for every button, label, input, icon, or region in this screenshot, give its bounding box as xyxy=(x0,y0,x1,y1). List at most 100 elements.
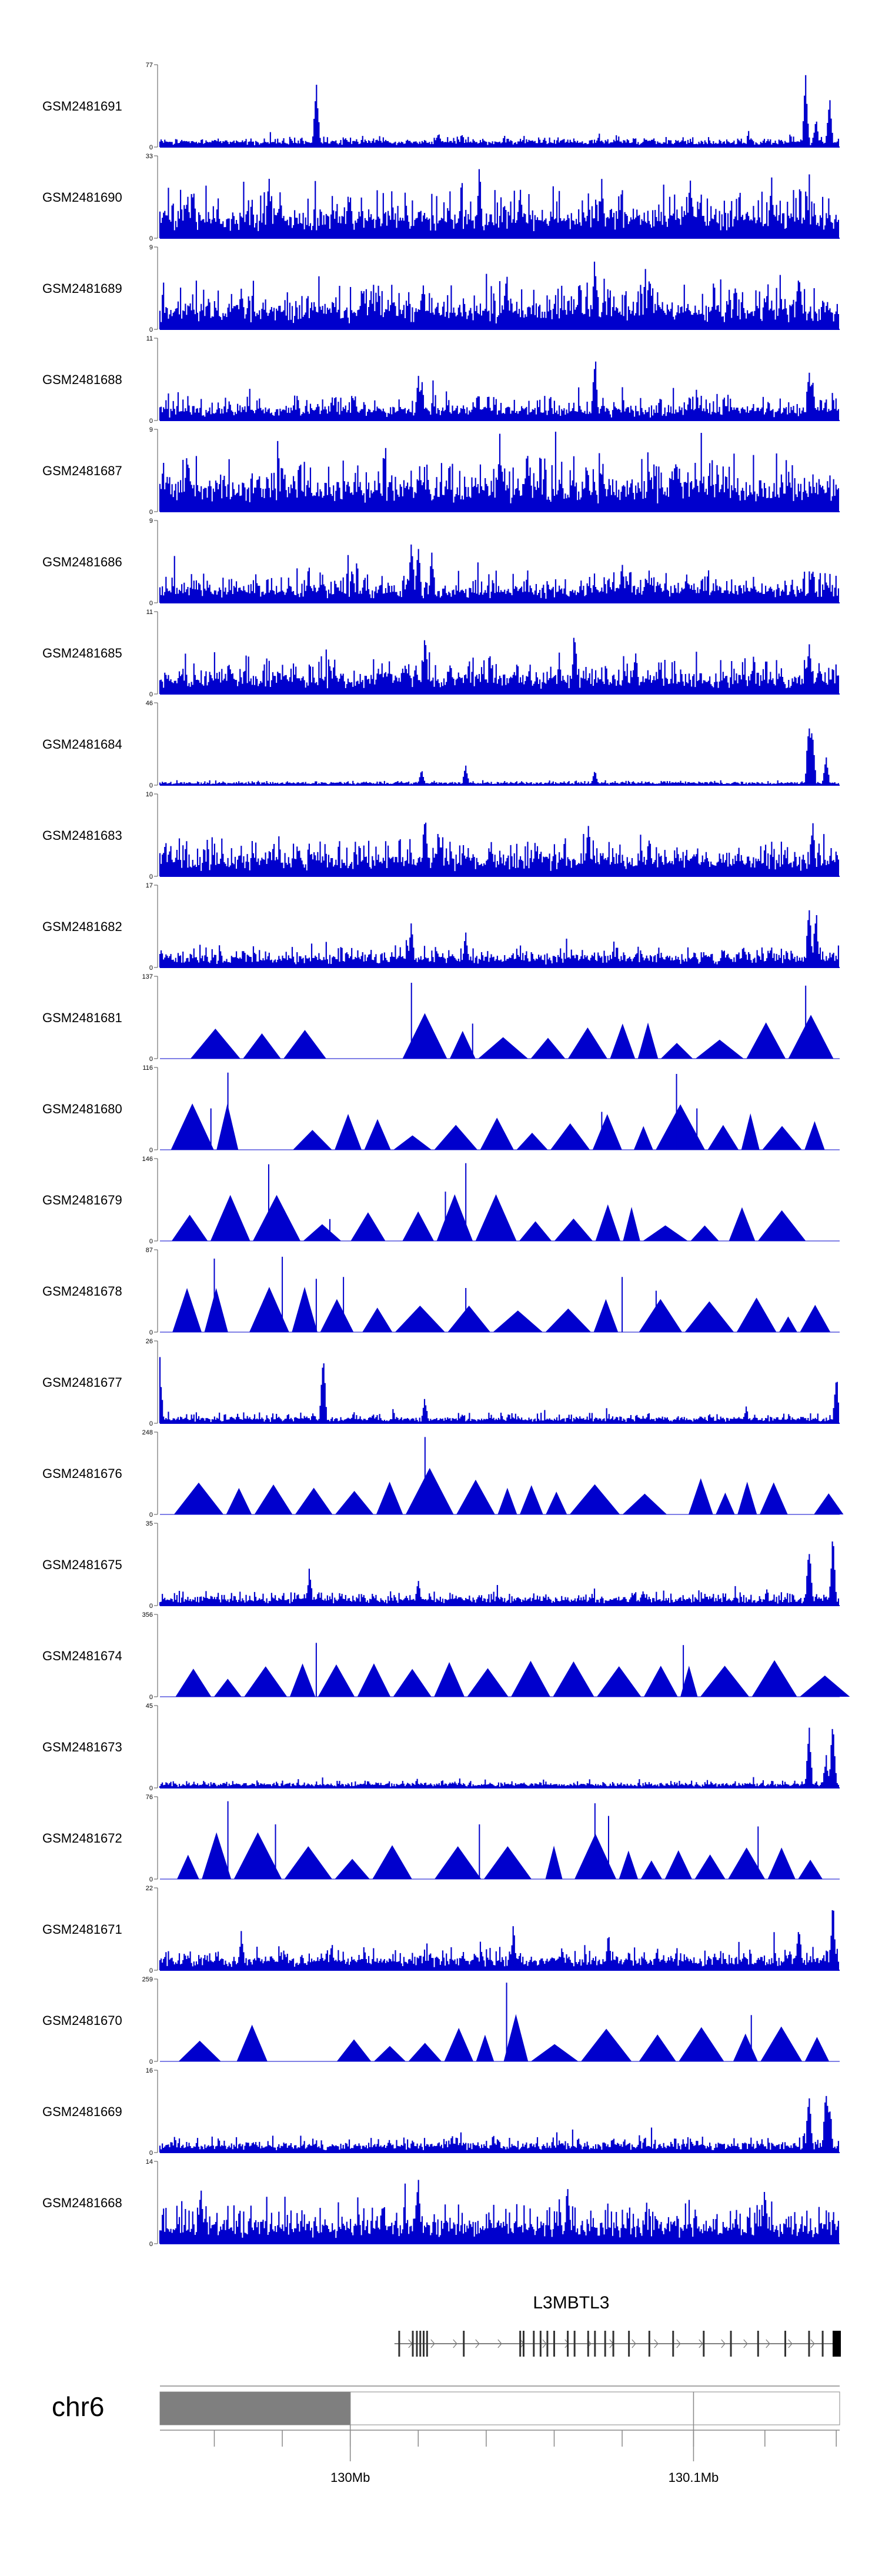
track-label: GSM2481670 xyxy=(42,2013,122,2028)
coverage-triangle xyxy=(619,1850,639,1879)
track-GSM2481671: GSM2481671 22 0 xyxy=(42,1885,840,1974)
coverage-triangle xyxy=(393,1135,432,1150)
coverage-triangle xyxy=(434,1125,477,1150)
track-GSM2481681: GSM2481681 137 0 xyxy=(42,973,840,1063)
coverage-triangle xyxy=(483,1846,532,1879)
track-GSM2481689: GSM2481689 9 0 xyxy=(42,244,840,333)
coverage-triangle xyxy=(171,1103,214,1150)
exon xyxy=(604,2331,606,2357)
track-ymin-label: 0 xyxy=(149,1785,153,1792)
coverage-triangle xyxy=(373,2046,406,2061)
coverage-triangle xyxy=(173,1482,224,1514)
coverage-triangle xyxy=(757,1210,806,1241)
coverage-triangle xyxy=(581,2028,632,2061)
strand-arrow xyxy=(721,2339,726,2348)
track-ymax-label: 87 xyxy=(146,1247,153,1254)
coverage-triangle xyxy=(202,1832,232,1879)
track-label: GSM2481669 xyxy=(42,2104,122,2119)
track-ymax-label: 11 xyxy=(146,335,153,342)
track-ymax-label: 22 xyxy=(146,1885,153,1892)
exon xyxy=(546,2331,549,2357)
coverage-triangle xyxy=(788,1015,834,1059)
exon xyxy=(423,2331,425,2357)
coverage-triangle xyxy=(639,1299,683,1332)
exon xyxy=(522,2331,524,2357)
track-label: GSM2481668 xyxy=(42,2195,122,2210)
coverage-triangle xyxy=(172,1287,202,1332)
exon xyxy=(730,2331,732,2357)
track-label: GSM2481682 xyxy=(42,919,122,934)
track-GSM2481672: GSM2481672 76 0 xyxy=(42,1794,840,1883)
track-GSM2481678: GSM2481678 87 0 xyxy=(42,1247,840,1336)
exon xyxy=(553,2331,555,2357)
track-label: GSM2481680 xyxy=(42,1102,122,1116)
coverage-triangle xyxy=(284,1846,332,1879)
coverage-triangle xyxy=(751,1660,797,1697)
strand-arrow xyxy=(475,2339,480,2348)
coverage-triangle xyxy=(798,1860,823,1879)
exon xyxy=(587,2331,589,2357)
track-ymin-label: 0 xyxy=(149,965,153,972)
coverage-triangle xyxy=(177,1854,199,1879)
axis-coordinate-label: 130.1Mb xyxy=(669,2470,719,2485)
coverage-triangle xyxy=(779,1316,797,1332)
track-GSM2481688: GSM2481688 11 0 xyxy=(42,335,840,425)
track-label: GSM2481684 xyxy=(42,737,122,752)
coverage-triangle xyxy=(700,1666,750,1697)
track-ymax-label: 116 xyxy=(142,1065,153,1072)
coverage-signal xyxy=(159,728,840,785)
coverage-triangle xyxy=(746,1022,786,1059)
coverage-triangle xyxy=(467,1668,509,1697)
coverage-triangle xyxy=(679,2027,724,2061)
coverage-triangle xyxy=(633,1126,653,1150)
coverage-triangle xyxy=(664,1850,692,1879)
exon xyxy=(672,2331,674,2357)
strand-arrow xyxy=(542,2339,547,2348)
track-ymin-label: 0 xyxy=(149,235,153,242)
track-ymax-label: 45 xyxy=(146,1703,153,1710)
coverage-triangle xyxy=(233,1832,282,1879)
track-ymin-label: 0 xyxy=(149,600,153,607)
track-ymax-label: 14 xyxy=(146,2158,153,2165)
coverage-signal xyxy=(159,2180,840,2244)
track-ymax-label: 356 xyxy=(142,1611,153,1619)
coverage-triangle xyxy=(545,1846,563,1879)
track-label: GSM2481688 xyxy=(42,372,122,387)
coverage-triangle xyxy=(597,1666,642,1697)
coverage-triangle xyxy=(376,1481,403,1514)
coverage-triangle xyxy=(530,1037,566,1059)
exon xyxy=(426,2331,428,2357)
strand-arrow xyxy=(788,2339,793,2348)
track-ymax-label: 35 xyxy=(146,1520,153,1527)
track-ymax-label: 77 xyxy=(146,62,153,69)
coverage-signal xyxy=(159,432,840,512)
exon xyxy=(539,2331,542,2357)
coverage-triangle xyxy=(350,1212,386,1241)
track-ymax-label: 248 xyxy=(142,1429,153,1436)
track-label: GSM2481691 xyxy=(42,99,122,114)
track-label: GSM2481685 xyxy=(42,646,122,660)
track-ymax-label: 17 xyxy=(146,882,153,889)
exon xyxy=(533,2331,535,2357)
coverage-triangle xyxy=(684,1301,734,1332)
gene-model: L3MBTL3 xyxy=(394,2293,841,2357)
strand-arrow xyxy=(497,2339,502,2348)
track-ymin-label: 0 xyxy=(149,418,153,425)
track-ymin-label: 0 xyxy=(149,509,153,516)
coverage-triangle xyxy=(476,2034,495,2061)
coverage-triangle xyxy=(639,2034,676,2061)
track-label: GSM2481677 xyxy=(42,1375,122,1390)
track-label: GSM2481679 xyxy=(42,1193,122,1207)
coverage-triangle xyxy=(767,1847,796,1879)
coverage-triangle xyxy=(289,1663,316,1697)
track-GSM2481674: GSM2481674 356 0 xyxy=(42,1611,850,1701)
exon-terminal xyxy=(833,2331,841,2357)
coverage-triangle xyxy=(567,1027,607,1059)
exon xyxy=(594,2331,596,2357)
coverage-triangle xyxy=(610,1023,636,1059)
exon xyxy=(412,2331,414,2357)
track-ymin-label: 0 xyxy=(149,691,153,698)
coverage-triangle xyxy=(622,1493,667,1514)
coverage-triangle xyxy=(728,1847,766,1879)
track-label: GSM2481681 xyxy=(42,1010,122,1025)
